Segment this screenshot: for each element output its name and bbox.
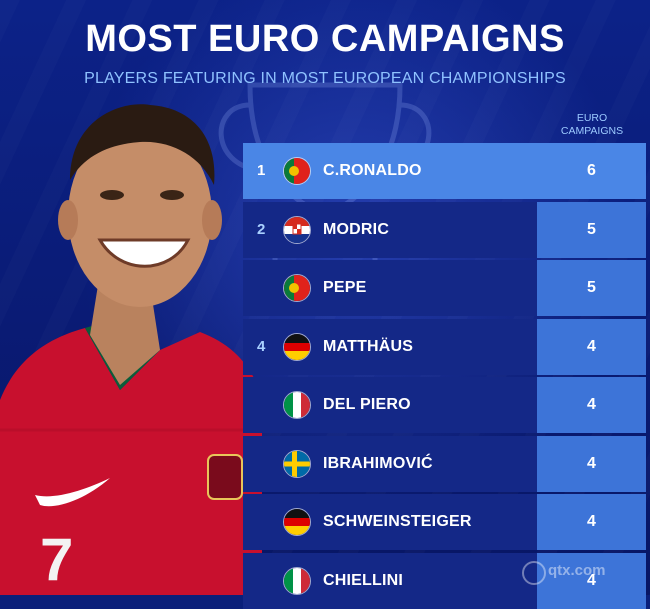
portugal-flag (283, 157, 311, 185)
watermark-icon (522, 561, 546, 585)
page-title: MOST EURO CAMPAIGNS (85, 18, 565, 60)
crest-icon (207, 454, 243, 500)
value-cell-background (537, 201, 646, 258)
rank: 1 (257, 162, 266, 179)
campaigns-count: 4 (587, 337, 596, 355)
shirt-number: 7 (40, 526, 73, 593)
sweden-flag (283, 449, 311, 478)
campaigns-count: 6 (587, 162, 596, 179)
player-name: SCHWEINSTEIGER (323, 513, 472, 530)
player-photo: 7 (0, 104, 262, 595)
column-header-line1: EURO (576, 112, 608, 124)
campaigns-count: 4 (587, 571, 596, 589)
table-row: SCHWEINSTEIGER 4 (243, 494, 646, 550)
table-row: IBRAHIMOVIĆ 4 (243, 435, 646, 492)
croatia-flag (283, 215, 311, 244)
player-name: MODRIC (323, 220, 390, 238)
portugal-flag (283, 274, 311, 302)
germany-flag (283, 508, 311, 536)
value-cell-background (537, 318, 646, 375)
swoosh-logo (35, 478, 110, 507)
rank: 2 (257, 220, 266, 238)
campaigns-count: 5 (587, 279, 596, 296)
player-name: C.RONALDO (323, 162, 422, 179)
column-header-euro-campaigns: EURO CAMPAIGNS (548, 112, 636, 138)
value-cell-background (537, 494, 646, 550)
table-row: DEL PIERO 4 (243, 377, 646, 433)
table-row: 1 C.RONALDO 6 (243, 143, 646, 199)
value-cell-background (537, 260, 646, 316)
watermark: qtx.com (548, 562, 606, 579)
campaigns-count: 4 (587, 513, 596, 530)
italy-flag (283, 566, 311, 595)
table-row: CHIELLINI 4 (243, 552, 646, 609)
table-row: 4 MATTHÄUS 4 (243, 318, 646, 375)
value-cell-background (537, 435, 646, 492)
value-cell-background (537, 377, 646, 433)
player-name: DEL PIERO (323, 396, 411, 413)
player-name: PEPE (323, 279, 367, 296)
rank: 4 (257, 337, 266, 355)
value-cell-background (537, 143, 646, 199)
page-subtitle: PLAYERS FEATURING IN MOST EUROPEAN CHAMP… (84, 70, 566, 87)
campaigns-count: 4 (587, 396, 596, 413)
germany-flag (283, 332, 311, 361)
table-row: 2 MODRIC 5 (243, 201, 646, 258)
player-name: MATTHÄUS (323, 337, 414, 355)
player-name: IBRAHIMOVIĆ (323, 454, 433, 472)
italy-flag (283, 391, 311, 419)
column-header-line2: CAMPAIGNS (560, 125, 624, 137)
player-name: CHIELLINI (323, 571, 404, 589)
campaigns-count: 5 (587, 220, 596, 238)
table-row: PEPE 5 (243, 260, 646, 316)
campaigns-count: 4 (587, 454, 596, 472)
